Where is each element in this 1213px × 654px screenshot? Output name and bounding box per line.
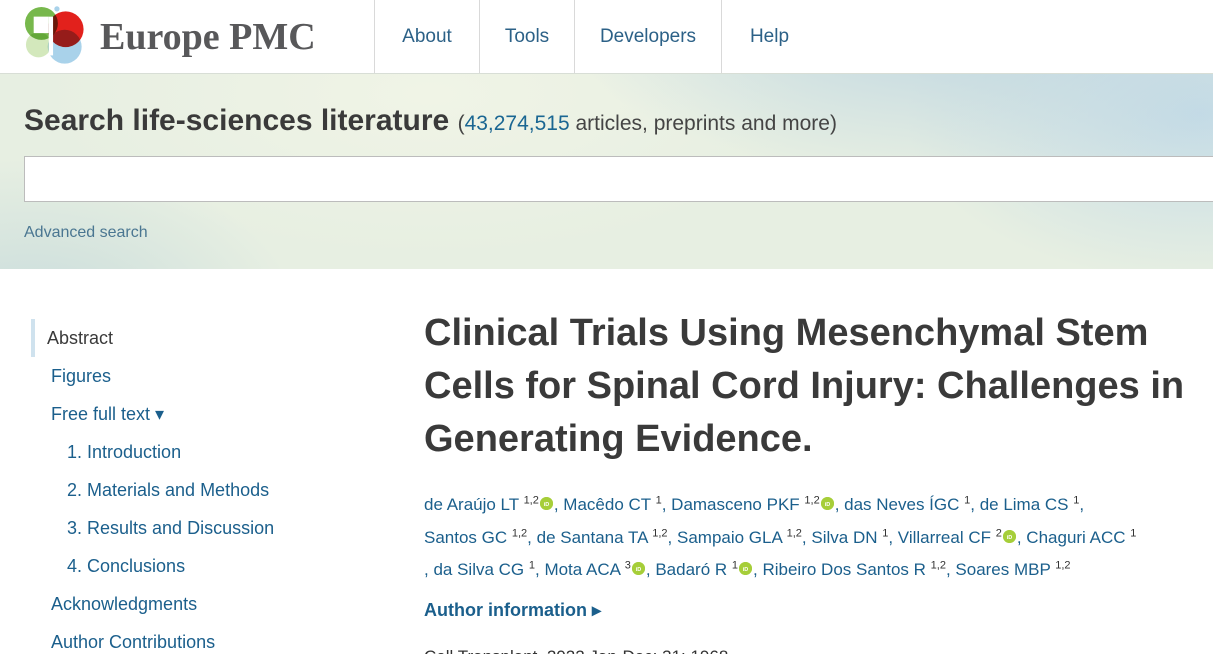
svg-text:iD: iD	[824, 502, 830, 508]
svg-text:iD: iD	[1007, 535, 1013, 541]
svg-text:iD: iD	[544, 502, 550, 508]
svg-text:iD: iD	[636, 567, 642, 573]
svg-text:iD: iD	[743, 567, 749, 573]
